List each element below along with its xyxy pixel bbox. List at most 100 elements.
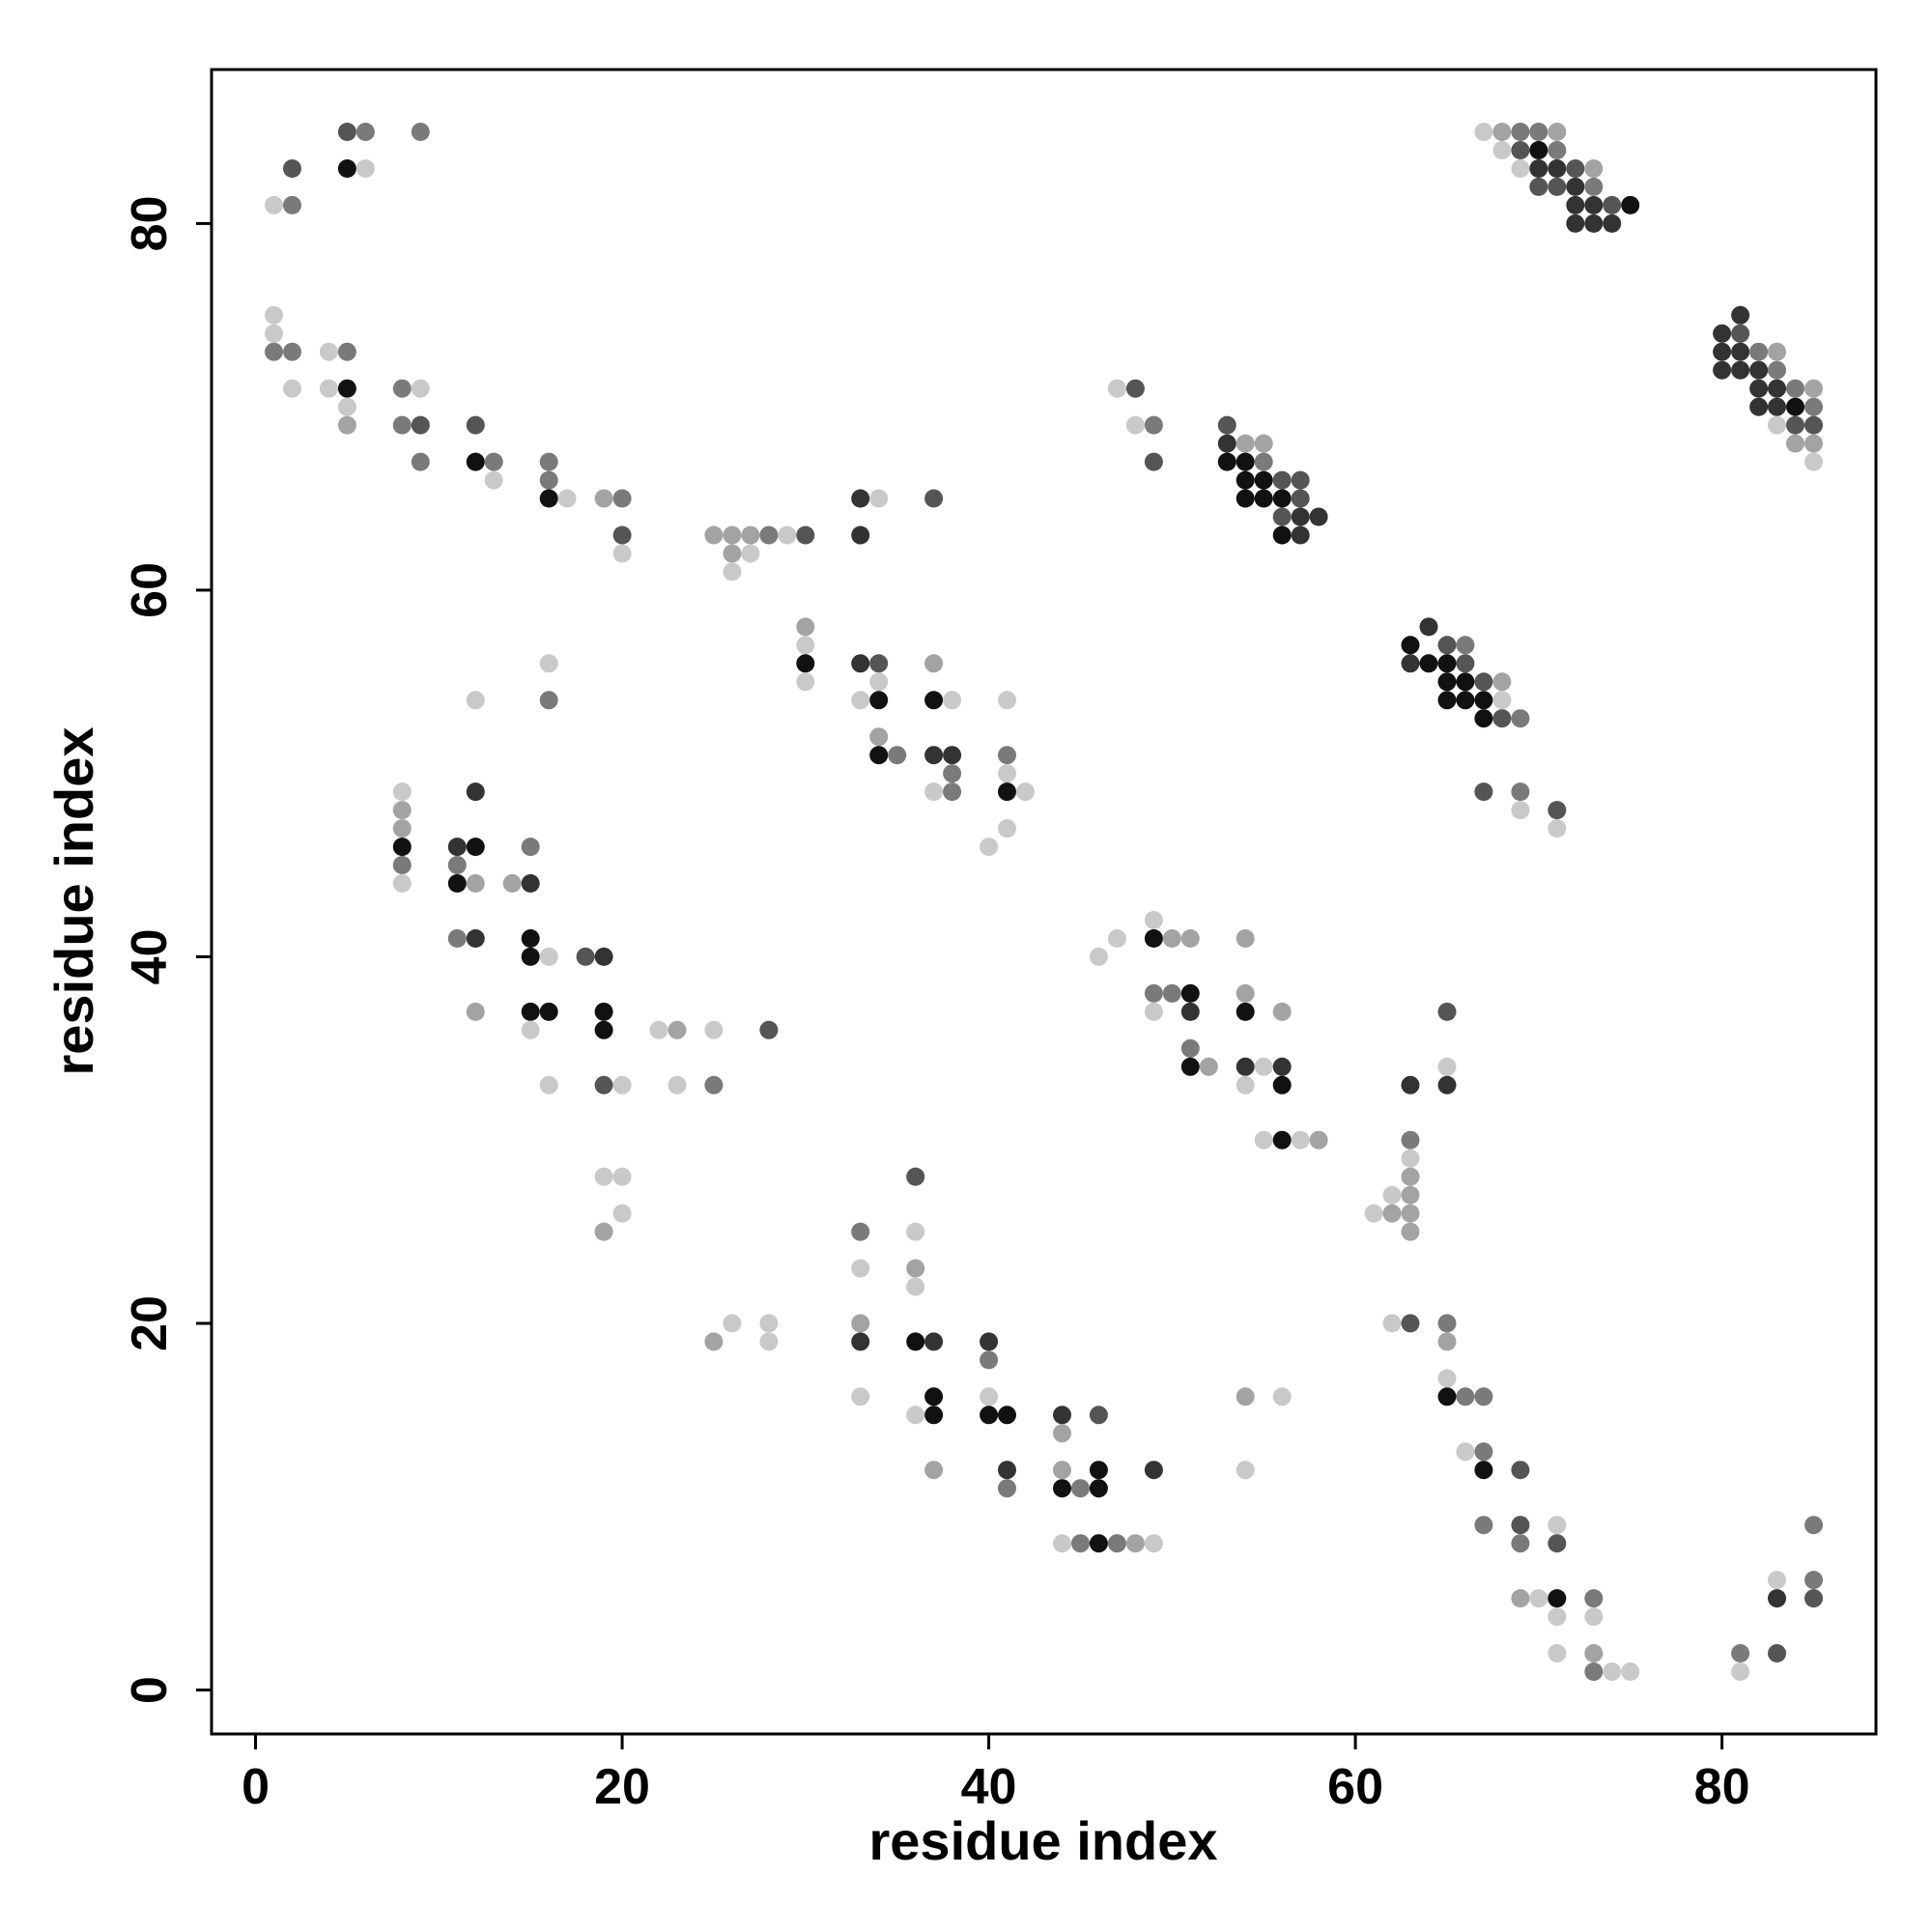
contact-point — [906, 1167, 925, 1186]
contact-point — [924, 691, 944, 710]
contact-point — [1291, 489, 1310, 508]
contact-point — [1511, 123, 1530, 141]
contact-point — [594, 1020, 613, 1039]
contact-point — [888, 746, 907, 765]
contact-point — [869, 727, 889, 747]
contact-point — [1492, 123, 1512, 141]
contact-point — [1548, 1644, 1567, 1662]
contact-point — [1272, 1057, 1292, 1076]
contact-point — [1291, 1130, 1310, 1150]
contact-point — [1768, 397, 1786, 416]
contact-point — [1713, 360, 1732, 380]
y-tick-label: 80 — [122, 195, 178, 251]
contact-point — [1548, 1589, 1567, 1608]
x-tick-label: 20 — [594, 1759, 650, 1815]
contact-point — [392, 415, 412, 435]
contact-point — [1621, 195, 1640, 214]
contact-point — [1236, 1387, 1255, 1406]
contact-point — [1474, 782, 1493, 802]
contact-point — [851, 1314, 870, 1333]
contact-point — [851, 1259, 870, 1278]
contact-point — [612, 1204, 632, 1223]
contact-point — [502, 874, 522, 893]
contact-point — [1144, 911, 1163, 929]
contact-point — [998, 691, 1016, 710]
contact-point — [337, 123, 356, 141]
contact-point — [1437, 654, 1457, 673]
contact-point — [906, 1406, 925, 1425]
contact-point — [796, 672, 815, 692]
contact-point — [1437, 636, 1457, 655]
contact-point — [1309, 1130, 1328, 1150]
contact-point — [980, 1406, 999, 1425]
contact-point — [998, 764, 1016, 783]
y-axis: 0 20 40 60 80 — [122, 195, 212, 1704]
contact-point — [1456, 636, 1475, 655]
contact-point — [649, 1020, 668, 1039]
contact-point — [851, 1332, 870, 1351]
contact-point — [484, 470, 503, 490]
contact-point — [521, 1020, 540, 1039]
contact-point — [1768, 360, 1786, 380]
contact-point — [1217, 415, 1236, 435]
contact-point — [704, 1020, 724, 1039]
contact-point — [998, 1406, 1016, 1425]
contact-point — [1089, 1461, 1108, 1480]
contact-point — [612, 544, 632, 563]
contact-point — [1401, 1204, 1420, 1223]
contact-point — [1768, 1644, 1786, 1662]
contact-point — [1272, 526, 1292, 545]
contact-point — [668, 1075, 687, 1094]
contact-point — [1474, 691, 1493, 710]
contact-point — [411, 379, 430, 398]
contact-point — [1713, 324, 1732, 343]
contact-point — [1382, 1185, 1402, 1205]
contact-point — [924, 1332, 944, 1351]
contact-point — [594, 1002, 613, 1021]
contact-point — [1474, 1442, 1493, 1462]
contact-point — [851, 526, 870, 545]
contact-point — [1548, 141, 1567, 159]
contact-point — [759, 1020, 779, 1039]
contact-point — [1291, 526, 1310, 545]
contact-point — [1731, 360, 1750, 380]
contact-point — [1603, 213, 1622, 233]
contact-point — [723, 526, 742, 545]
contact-point — [1768, 342, 1786, 361]
contact-point — [1474, 1516, 1493, 1535]
contact-point — [1401, 1167, 1420, 1186]
contact-point — [1217, 434, 1236, 453]
contact-point — [906, 1259, 925, 1278]
contact-point — [1511, 709, 1530, 728]
contact-point — [869, 672, 889, 692]
contact-point — [1401, 636, 1420, 655]
contact-point — [1511, 801, 1530, 820]
contact-point — [1804, 379, 1823, 398]
contact-point — [1144, 452, 1163, 471]
contact-point — [447, 874, 467, 893]
contact-point — [1584, 177, 1604, 196]
contact-point — [906, 1277, 925, 1296]
contact-point — [355, 159, 375, 178]
contact-point — [1071, 1534, 1090, 1553]
contact-point — [1144, 1002, 1163, 1021]
contact-point — [319, 379, 338, 398]
contact-point — [521, 947, 540, 966]
contact-point — [1236, 1057, 1255, 1076]
contact-point — [612, 1167, 632, 1186]
contact-point — [355, 123, 375, 141]
contact-point — [539, 489, 558, 508]
contact-point — [1254, 1057, 1273, 1076]
contact-point — [594, 489, 613, 508]
contact-point — [906, 1332, 925, 1351]
contact-point — [1053, 1406, 1071, 1425]
contact-point — [943, 782, 962, 802]
contact-point — [1566, 159, 1585, 178]
contact-point — [1254, 1130, 1273, 1150]
contact-point — [998, 746, 1016, 765]
contact-point — [411, 123, 430, 141]
contact-point — [392, 856, 412, 874]
contact-point — [1089, 1406, 1108, 1425]
contact-point — [1125, 415, 1145, 435]
contact-point — [466, 691, 485, 710]
